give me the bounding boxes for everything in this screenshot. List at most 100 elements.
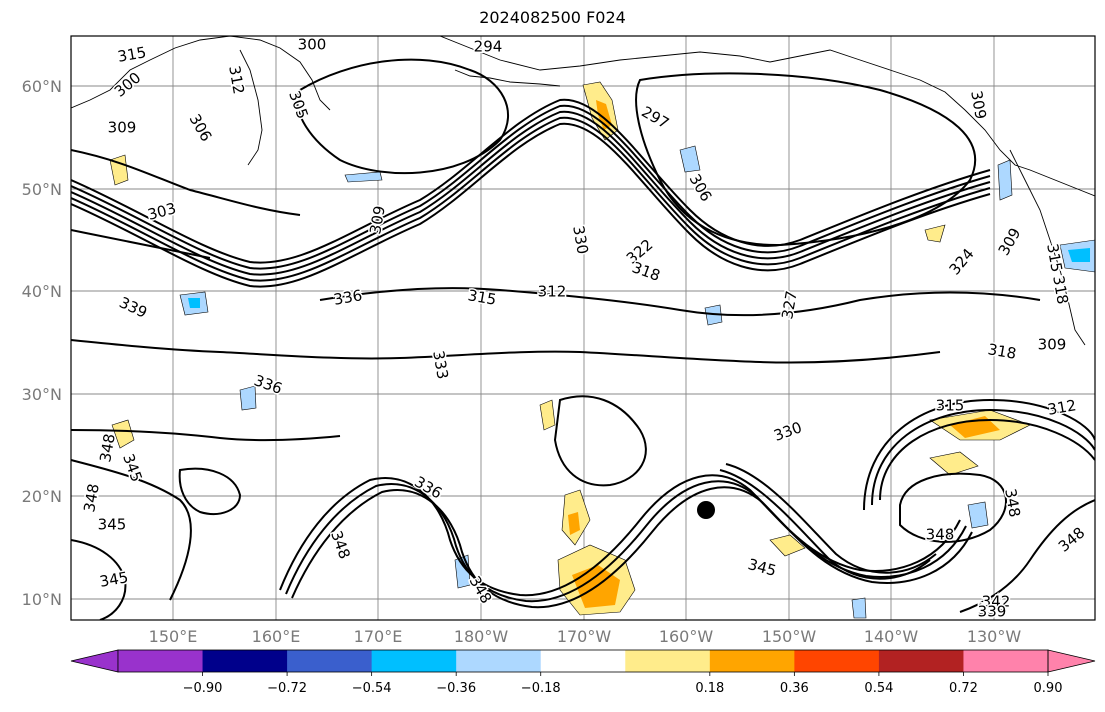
latitude-label: 50°N xyxy=(22,180,62,199)
shade-blue-patch xyxy=(679,145,701,173)
shade-orange-patch xyxy=(950,416,1000,438)
latitude-labels: 60°N 50°N 40°N 30°N 20°N 10°N xyxy=(22,77,62,609)
colorbar-tick-label: −0.18 xyxy=(521,681,561,696)
colorbar-segment xyxy=(202,650,288,672)
contour-lines xyxy=(71,58,1095,620)
colorbar-tick-label: 0.18 xyxy=(695,681,724,696)
colorbar-segment xyxy=(794,650,880,672)
shade-cyan-patch xyxy=(188,298,200,308)
colorbar-tick-label: 0.90 xyxy=(1034,681,1063,696)
contour xyxy=(71,539,127,620)
latitude-label: 20°N xyxy=(22,487,62,506)
contour xyxy=(553,395,647,487)
longitude-label: 170°E xyxy=(354,627,403,646)
contour xyxy=(71,459,192,601)
colorbar-tick-label: −0.90 xyxy=(183,681,223,696)
jet-contour xyxy=(71,110,991,276)
colorbar xyxy=(70,649,1096,673)
subtropical-contour xyxy=(719,469,931,580)
colorbar-tick-label: 0.72 xyxy=(949,681,978,696)
longitude-label: 180°W xyxy=(454,627,509,646)
colorbar-tick-label: 0.36 xyxy=(780,681,809,696)
jet-contour xyxy=(71,229,211,259)
colorbar-segment xyxy=(625,650,711,672)
coastline-kamchatka xyxy=(239,49,263,166)
contour xyxy=(635,72,977,247)
shade-blue-patch xyxy=(997,159,1013,201)
contour-label: 312 xyxy=(538,283,567,301)
colorbar-segment xyxy=(963,650,1049,672)
subtropical-contour xyxy=(279,474,961,597)
contour-label: 315 xyxy=(936,397,965,415)
contour-label: 348 xyxy=(926,526,955,544)
contour xyxy=(71,429,341,442)
colorbar-tick-labels: −0.90 −0.72 −0.54 −0.36 −0.18 0.18 0.36 0.54 0.7… xyxy=(183,672,1063,696)
shade-blue-patch xyxy=(239,385,257,411)
contour-label: 345 xyxy=(98,516,127,534)
shade-blue-patch xyxy=(967,501,989,529)
colorbar-frame xyxy=(117,649,1049,673)
longitude-label: 160°W xyxy=(659,627,714,646)
shade-yellow-patch xyxy=(109,154,129,186)
colorbar-segment xyxy=(709,650,795,672)
contour-label: 339 xyxy=(978,601,1007,619)
longitude-label: 150°W xyxy=(762,627,817,646)
coastline-asia xyxy=(71,36,331,111)
colorbar-segment xyxy=(878,650,964,672)
shade-blue-patch xyxy=(851,597,867,619)
contour-label: 339 xyxy=(978,603,1007,621)
shade-orange-patch xyxy=(568,512,580,535)
colorbar-segment xyxy=(118,650,204,672)
latitude-label: 10°N xyxy=(22,590,62,609)
shade-yellow-patch xyxy=(929,451,979,476)
colorbar-segment xyxy=(287,650,373,672)
jet-contour xyxy=(71,116,991,282)
longitude-label: 170°W xyxy=(557,627,612,646)
colorbar-segment xyxy=(540,650,626,672)
colorbar-segment xyxy=(456,650,542,672)
subtropical-contour xyxy=(291,486,973,609)
subtropical-contour xyxy=(725,463,937,574)
jet-contour xyxy=(71,98,991,264)
jet-contour xyxy=(71,122,991,288)
contour-label: 333 xyxy=(429,349,452,380)
jet-contour xyxy=(71,104,991,270)
contour xyxy=(178,467,242,515)
latitude-label: 30°N xyxy=(22,385,62,404)
colorbar-segment xyxy=(371,650,457,672)
coastline-aleutians xyxy=(454,69,561,87)
colorbar-left-arrow xyxy=(70,649,119,673)
colorbar-tick-label: −0.72 xyxy=(267,681,307,696)
longitude-label: 140°W xyxy=(864,627,919,646)
map-title: 2024082500 F024 xyxy=(479,8,626,27)
colorbar-tick-label: 0.54 xyxy=(864,681,893,696)
latitude-label: 40°N xyxy=(22,282,62,301)
shade-yellow-patch xyxy=(769,534,806,557)
coastlines xyxy=(71,36,1095,346)
shade-yellow-patch xyxy=(111,419,135,449)
cyclone-contour xyxy=(899,472,1007,543)
contour-label: 294 xyxy=(474,38,503,56)
contour-label: 300 xyxy=(298,36,327,54)
jet-contour xyxy=(71,149,301,216)
shade-yellow-patch xyxy=(924,224,946,243)
storm-center-dot xyxy=(697,501,715,519)
contour-label: 309 xyxy=(1038,336,1067,354)
contour-label: 342 xyxy=(982,593,1011,611)
contour xyxy=(319,287,1041,317)
longitude-labels: 150°E 160°E 170°E 180°W 170°W 160°W 150°W 140°W… xyxy=(149,627,1022,646)
coastline-northamerica xyxy=(1009,149,1086,346)
shade-cyan-patch xyxy=(1068,248,1090,262)
cyclone-contour xyxy=(863,398,1095,511)
longitude-label: 160°E xyxy=(252,627,301,646)
contour xyxy=(959,499,1095,613)
cyclone-contour xyxy=(879,418,1095,501)
contour-label: 345 xyxy=(98,568,129,591)
colorbar-tick-label: −0.36 xyxy=(436,681,476,696)
longitude-label: 130°W xyxy=(967,627,1022,646)
shade-yellow-patch xyxy=(539,399,556,431)
longitude-label: 150°E xyxy=(149,627,198,646)
contour xyxy=(296,58,510,175)
colorbar-tick-label: −0.54 xyxy=(352,681,392,696)
